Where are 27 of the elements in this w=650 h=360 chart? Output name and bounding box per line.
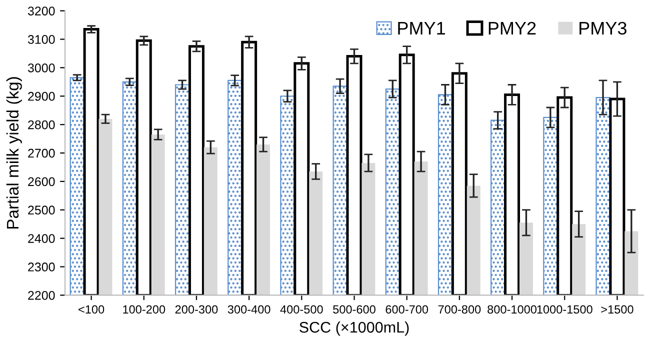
x-tick-label: 700-800 [438,305,481,314]
x-axis-title: SCC (×1000mL) [300,321,409,336]
y-tick-label: 3200 [28,6,55,16]
y-tick-label: 2300 [28,262,55,272]
y-tick-label: 2700 [28,148,55,158]
x-tick-label: 1000-1500 [537,305,592,314]
y-axis-title: Partial milk yield (kg) [6,77,22,228]
x-tick-label: <100 [78,305,104,314]
y-tick-label: 2200 [28,291,55,300]
legend-label: PMY1 [398,22,445,34]
y-tick-label: 2600 [28,177,55,186]
legend-label: PMY2 [488,22,536,34]
x-tick-label: 500-600 [333,305,376,314]
x-tick-label: 600-700 [386,305,428,314]
y-tick-label: 2800 [28,120,55,130]
y-tick-label: 3100 [28,35,55,44]
y-tick-label: 2500 [28,206,55,215]
legend-label: PMY3 [580,22,626,35]
x-tick-label: 100-200 [123,305,166,314]
y-tick-label: 2900 [28,92,55,101]
x-tick-label: 200-300 [175,305,218,314]
y-tick-label: 2400 [28,234,55,243]
x-tick-label: 300-400 [228,305,270,314]
x-tick-label: 800-1000 [488,305,537,314]
x-tick-label: >1500 [601,305,634,314]
y-tick-label: 3000 [28,63,55,72]
x-tick-label: 400-500 [280,305,323,314]
